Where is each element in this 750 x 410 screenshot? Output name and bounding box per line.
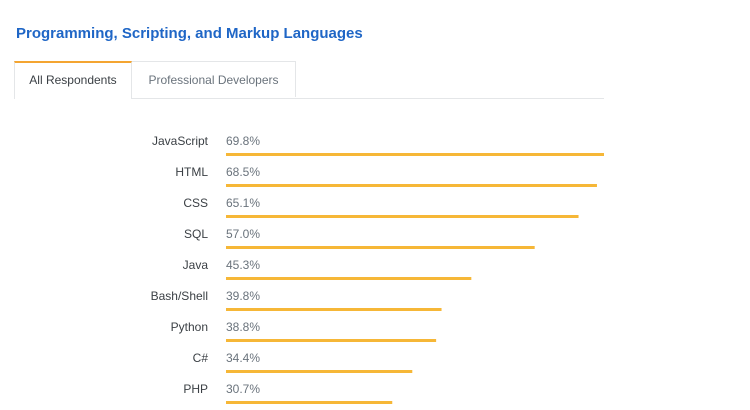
category-label: HTML bbox=[175, 165, 208, 179]
category-label: SQL bbox=[184, 227, 208, 241]
category-label: Java bbox=[183, 258, 209, 272]
tab-professional-developers[interactable]: Professional Developers bbox=[132, 61, 296, 97]
category-label: CSS bbox=[183, 196, 208, 210]
bar bbox=[226, 401, 393, 404]
bar bbox=[226, 153, 604, 156]
category-label: Bash/Shell bbox=[151, 289, 208, 303]
value-label: 34.4% bbox=[226, 351, 260, 365]
value-label: 38.8% bbox=[226, 320, 260, 334]
category-label: Python bbox=[171, 320, 208, 334]
value-label: 39.8% bbox=[226, 289, 260, 303]
value-label: 45.3% bbox=[226, 258, 260, 272]
bar bbox=[226, 215, 579, 218]
value-label: 30.7% bbox=[226, 382, 260, 396]
value-label: 57.0% bbox=[226, 227, 260, 241]
value-label: 68.5% bbox=[226, 165, 260, 179]
bar bbox=[226, 308, 442, 311]
respondent-tabs: All Respondents Professional Developers bbox=[14, 61, 604, 99]
bar bbox=[226, 339, 437, 342]
chart-title: Programming, Scripting, and Markup Langu… bbox=[16, 25, 363, 42]
bar bbox=[226, 277, 472, 280]
tab-all-respondents[interactable]: All Respondents bbox=[14, 61, 132, 99]
category-label: C# bbox=[193, 351, 209, 365]
bar bbox=[226, 246, 535, 249]
value-label: 69.8% bbox=[226, 134, 260, 148]
category-label: PHP bbox=[183, 382, 208, 396]
bar bbox=[226, 370, 413, 373]
bar bbox=[226, 184, 597, 187]
value-label: 65.1% bbox=[226, 196, 260, 210]
category-label: JavaScript bbox=[152, 134, 209, 148]
